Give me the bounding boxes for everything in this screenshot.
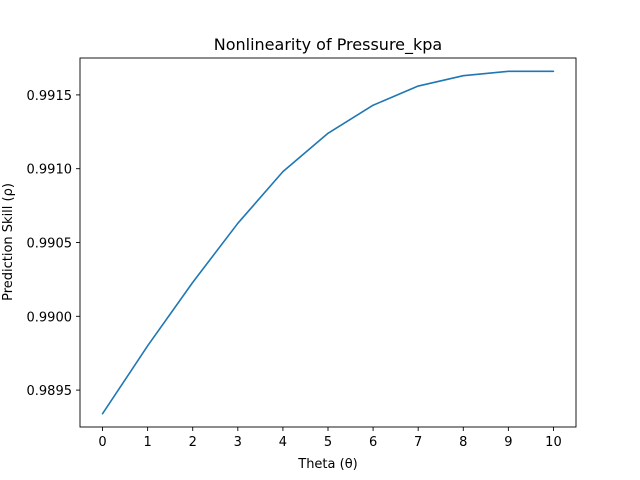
y-axis-label: Prediction Skill (ρ): [1, 183, 16, 301]
x-tick-label: 10: [545, 435, 562, 450]
x-tick-label: 8: [459, 435, 467, 450]
y-tick-label: 0.9915: [27, 89, 73, 104]
x-tick-label: 9: [504, 435, 512, 450]
y-tick-label: 0.9895: [27, 384, 73, 399]
x-tick-label: 4: [279, 435, 287, 450]
series-line-0: [101, 70, 555, 415]
x-tick-label: 3: [234, 435, 242, 450]
x-tick-label: 6: [369, 435, 377, 450]
plot-area: 0 1 2 3 4 5 6 7 8 9 10 0.9895 0.9900 0.9905 0.9910 0.99…: [27, 57, 577, 450]
x-tick-label: 7: [414, 435, 422, 450]
x-tick-label: 5: [324, 435, 332, 450]
y-tick-label: 0.9905: [27, 237, 73, 252]
chart-title: Nonlinearity of Pressure_kpa: [214, 35, 442, 55]
x-tick-label: 0: [98, 435, 106, 450]
y-tick-label: 0.9910: [27, 163, 73, 178]
x-axis-label: Theta (θ): [297, 457, 357, 472]
x-tick-label: 2: [189, 435, 197, 450]
y-tick-label: 0.9900: [27, 310, 73, 325]
x-tick-label: 1: [143, 435, 151, 450]
